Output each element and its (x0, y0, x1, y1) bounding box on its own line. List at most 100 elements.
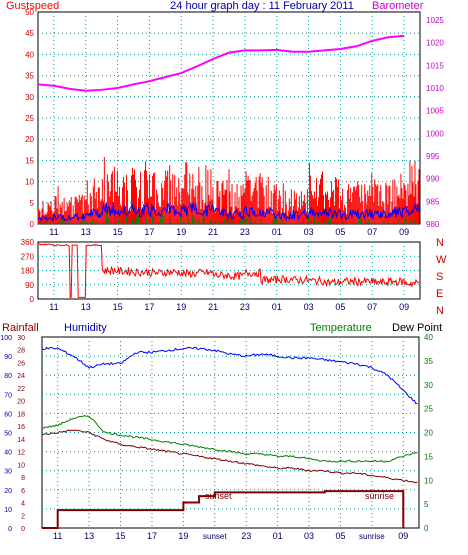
gustspeed-label: Gustspeed (6, 0, 59, 12)
compass-letter: S (436, 271, 443, 283)
y-tick-label: 5 (424, 500, 429, 509)
x-tick-label: 13 (81, 302, 91, 312)
temperature-axis-ticks: 0 5 10 15 20 25 30 35 40 (424, 333, 433, 533)
y-tick-label: 25 (424, 405, 433, 414)
compass-letter: N (436, 305, 444, 317)
x-tick-label: 11 (49, 302, 58, 312)
y-tick-label: 995 (426, 152, 440, 161)
y-tick-label: 1020 (426, 39, 444, 48)
y-tick-label: 985 (426, 197, 440, 206)
y-tick-label: 50 (4, 431, 12, 438)
x-tick-label: 15 (113, 227, 123, 237)
y-tick-label: 10 (25, 178, 34, 187)
x-tick-label: 01 (273, 531, 283, 541)
x-tick-label: 13 (84, 531, 94, 541)
y-tick-label: 26 (17, 360, 25, 367)
y-tick-label: 40 (25, 50, 34, 59)
y-tick-label: 8 (21, 475, 25, 482)
x-tick-label: 17 (144, 227, 154, 237)
y-tick-label: 1015 (426, 61, 444, 70)
y-tick-label: 16 (17, 424, 25, 431)
y-tick-label: 45 (25, 29, 34, 38)
gust-axis-ticks: 0 5 10 15 20 25 30 35 40 45 50 (25, 8, 34, 229)
x-tick-label: 11 (53, 531, 62, 541)
dewpoint-line (41, 429, 418, 484)
top-x-axis-ticks: 11 13 15 17 19 21 23 01 03 05 07 09 (49, 227, 409, 237)
x-tick-label: 15 (113, 302, 123, 312)
y-tick-label: 22 (17, 386, 25, 393)
x-tick-label: 19 (176, 302, 186, 312)
humidity-line (41, 346, 418, 405)
y-tick-label: 4 (21, 501, 25, 508)
y-tick-label: 10 (4, 507, 12, 514)
x-tick-label: 11 (49, 227, 58, 237)
y-tick-label: 980 (426, 220, 440, 229)
y-tick-label: 10 (17, 462, 25, 469)
sunrise-annotation: sunrise (365, 491, 394, 501)
wind-direction-line (37, 243, 420, 298)
direction-axis-ticks: 0 90 180 270 360 (21, 238, 35, 304)
x-tick-label: 19 (176, 227, 186, 237)
y-tick-label: 90 (25, 281, 34, 290)
bottom-grid (42, 337, 419, 528)
x-tick-label: 15 (116, 531, 126, 541)
bottom-x-axis-ticks: 11 13 15 17 19 sunset 23 01 03 05 sunrise 09 (53, 531, 408, 541)
x-tick-label: 09 (399, 227, 409, 237)
x-tick-label: 03 (304, 531, 314, 541)
rainfall-line (42, 490, 405, 529)
y-tick-label: 0 (8, 526, 12, 533)
y-tick-label: 20 (25, 135, 34, 144)
y-tick-label: 40 (4, 450, 12, 457)
y-tick-label: 20 (4, 488, 12, 495)
x-tick-label: 09 (398, 531, 408, 541)
y-tick-label: 24 (17, 373, 25, 380)
y-tick-label: 1000 (426, 129, 444, 138)
y-tick-label: 30 (424, 381, 433, 390)
sunset-annotation: sunset (205, 491, 232, 501)
y-tick-label: 1005 (426, 107, 444, 116)
x-tick-label: 17 (144, 302, 154, 312)
y-tick-label: 14 (17, 437, 25, 444)
y-tick-label: 2 (21, 513, 25, 520)
x-tick-label: 13 (81, 227, 91, 237)
y-tick-label: 180 (21, 267, 35, 276)
y-tick-label: 50 (25, 8, 34, 17)
x-tick-label: 05 (335, 302, 345, 312)
humidity-axis-ticks: 0 10 20 30 40 50 60 70 80 90 100 (0, 335, 12, 533)
x-tick-label: 07 (367, 302, 377, 312)
humidity-label: Humidity (64, 322, 107, 334)
y-tick-label: 12 (17, 450, 25, 457)
compass-letter: W (436, 254, 447, 266)
y-tick-label: 5 (30, 199, 35, 208)
x-tick-label: 03 (304, 302, 314, 312)
barometer-label: Barometer (372, 0, 424, 12)
y-tick-label: 18 (17, 411, 25, 418)
x-tick-label: 19 (178, 531, 188, 541)
y-tick-label: 990 (426, 175, 440, 184)
y-tick-label: 70 (4, 392, 12, 399)
wind-speed-line (37, 201, 420, 223)
x-tick-label: 17 (147, 531, 157, 541)
y-tick-label: 30 (4, 469, 12, 476)
compass-letter: E (436, 288, 443, 300)
y-tick-label: 60 (4, 411, 12, 418)
x-tick-label: 01 (272, 227, 282, 237)
mid-x-axis-ticks: 11 13 15 17 19 21 23 01 03 05 07 09 (49, 302, 409, 312)
y-tick-label: 0 (30, 220, 35, 229)
y-tick-label: 1025 (426, 16, 444, 25)
y-tick-label: 270 (21, 252, 35, 261)
y-tick-label: 40 (424, 333, 433, 342)
y-tick-label: 30 (17, 335, 25, 342)
x-tick-label: sunrise (359, 532, 385, 541)
y-tick-label: 1010 (426, 84, 444, 93)
y-tick-label: 0 (21, 526, 25, 533)
temperature-line (41, 415, 418, 463)
x-tick-label: 05 (335, 531, 345, 541)
dewpoint-label: Dew Point (392, 322, 442, 334)
barometer-axis-ticks: 980 985 990 995 1000 1005 1010 1015 1020 1025 (426, 16, 444, 229)
gust-series (37, 156, 420, 224)
x-tick-label: 09 (399, 302, 409, 312)
